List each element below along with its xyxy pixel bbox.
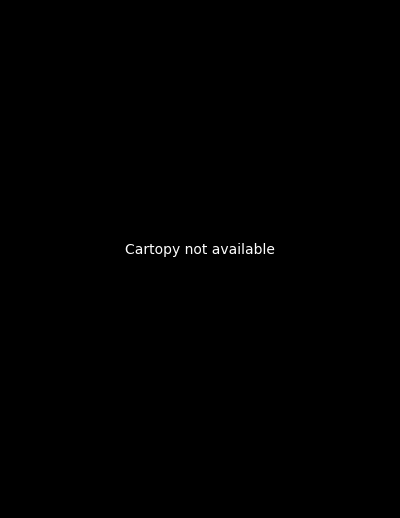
Text: Cartopy not available: Cartopy not available xyxy=(125,243,275,257)
